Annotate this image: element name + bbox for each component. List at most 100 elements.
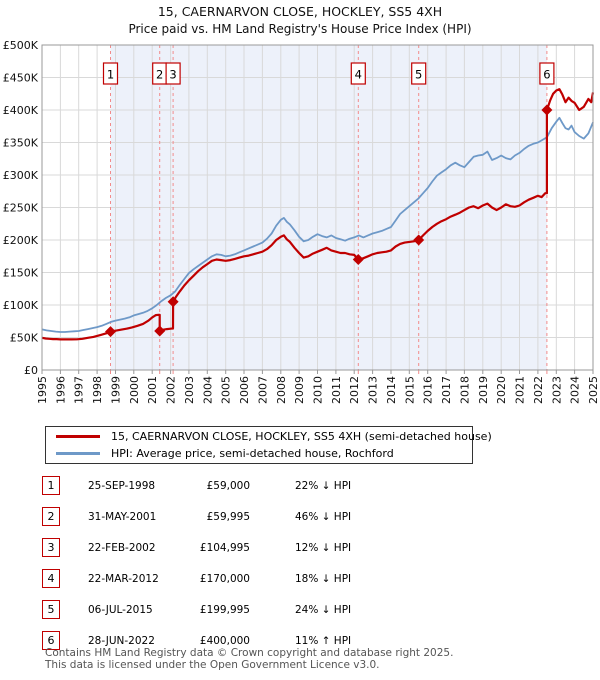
hpi-line [41, 116, 594, 333]
x-axis-label: 2014 [385, 376, 398, 404]
hpi-line-swatch [56, 452, 100, 455]
sale-number-badge: 5 [42, 600, 60, 619]
footer-line-2: This data is licensed under the Open Gov… [45, 659, 380, 672]
legend-label-hpi: HPI: Average price, semi-detached house,… [111, 447, 394, 460]
x-axis-label: 2003 [183, 376, 196, 404]
table-row: 6 28-JUN-2022 £400,000 11% ↑ HPI [40, 625, 580, 656]
x-axis-label: 2006 [238, 376, 251, 404]
sale-number-label: 2 [156, 68, 163, 82]
sale-number-badge: 4 [42, 569, 60, 588]
sale-number-badge: 3 [42, 538, 60, 557]
legend-item-property: 15, CAERNARVON CLOSE, HOCKLEY, SS5 4XH (… [46, 430, 492, 444]
y-axis-label: £400K [3, 104, 39, 117]
price-history-chart: 1 2 3 4 5 6£0£50K£100K£150K£200K£250K£300K£35… [3, 39, 600, 404]
table-row: 5 06-JUL-2015 £199,995 24% ↓ HPI [40, 594, 580, 625]
x-axis-label: 1997 [73, 376, 86, 404]
sale-date: 28-JUN-2022 [88, 634, 155, 647]
sale-date: 22-MAR-2012 [88, 572, 159, 585]
footer-line-1: Contains HM Land Registry data © Crown c… [45, 647, 454, 659]
x-axis-label: 2021 [514, 376, 527, 404]
sale-point-marker [154, 325, 166, 337]
x-axis-label: 2008 [275, 376, 288, 404]
y-axis-label: £500K [3, 39, 39, 52]
sale-price: £199,995 [199, 603, 250, 616]
sale-point-marker [167, 296, 179, 308]
x-axis-label: 2016 [422, 376, 435, 404]
y-axis-label: £200K [3, 234, 39, 247]
x-axis-label: 2022 [532, 376, 545, 404]
page-title: 15, CAERNARVON CLOSE, HOCKLEY, SS5 4XH [157, 4, 443, 19]
sale-number-badge [102, 62, 119, 85]
y-axis-label: £250K [3, 202, 39, 215]
sale-point-marker [105, 326, 117, 338]
sale-vs-hpi: 18% ↓ HPI [295, 572, 352, 585]
y-axis-label: £350K [3, 137, 39, 150]
y-axis-label: £0 [24, 364, 38, 377]
x-axis-label: 2000 [128, 376, 141, 404]
x-axis-label: 2011 [330, 376, 343, 404]
sale-date: 31-MAY-2001 [88, 510, 157, 523]
sale-number-badge: 1 [42, 476, 60, 495]
x-axis-label: 1999 [110, 376, 123, 404]
x-axis-label: 2004 [201, 376, 214, 404]
sales-table: 1 25-SEP-1998 £59,000 22% ↓ HPI 2 31-MAY… [40, 470, 580, 656]
y-axis-label: £100K [3, 299, 39, 312]
x-axis-label: 2025 [587, 376, 600, 404]
x-axis-label: 2012 [348, 376, 361, 404]
sale-date: 22-FEB-2002 [88, 541, 156, 554]
x-axis-label: 2020 [495, 376, 508, 404]
sale-vs-hpi: 12% ↓ HPI [295, 541, 352, 554]
sale-number-label: 3 [169, 68, 176, 82]
x-axis-label: 2019 [477, 376, 490, 404]
sale-price: £59,995 [206, 510, 250, 523]
sale-point-marker [413, 234, 425, 246]
table-row: 1 25-SEP-1998 £59,000 22% ↓ HPI [40, 470, 580, 501]
sale-number-badge [539, 62, 555, 85]
sale-date: 25-SEP-1998 [88, 479, 156, 492]
y-axis-label: £50K [10, 332, 39, 345]
table-row: 3 22-FEB-2002 £104,995 12% ↓ HPI [40, 532, 580, 563]
x-axis-label: 2002 [165, 376, 178, 404]
legend-item-hpi: HPI: Average price, semi-detached house,… [46, 447, 472, 461]
sale-vs-hpi: 11% ↑ HPI [295, 634, 352, 647]
x-axis-label: 2024 [569, 376, 582, 404]
sale-vs-hpi: 22% ↓ HPI [295, 479, 352, 492]
sale-point-marker [541, 104, 553, 116]
sale-number-label: 5 [415, 68, 422, 82]
x-axis-label: 2018 [458, 376, 471, 404]
license-footer: Contains HM Land Registry data © Crown c… [45, 647, 453, 671]
sale-price: £59,000 [206, 479, 250, 492]
sale-vs-hpi: 46% ↓ HPI [295, 510, 352, 523]
x-axis-label: 2005 [220, 376, 233, 404]
sale-vs-hpi: 24% ↓ HPI [295, 603, 352, 616]
sale-number-badge [165, 62, 181, 85]
sale-date: 06-JUL-2015 [88, 603, 153, 616]
sale-number-label: 4 [355, 68, 362, 82]
x-axis-label: 2023 [550, 376, 563, 404]
sale-number-badge [411, 62, 427, 85]
x-axis-label: 1996 [54, 376, 67, 404]
chart-legend: 15, CAERNARVON CLOSE, HOCKLEY, SS5 4XH (… [45, 426, 492, 464]
legend-label-property: 15, CAERNARVON CLOSE, HOCKLEY, SS5 4XH (… [111, 430, 492, 443]
sale-point-marker [352, 254, 364, 265]
sale-price: £104,995 [199, 541, 250, 554]
x-axis-label: 2017 [440, 376, 453, 404]
sale-price: £170,000 [199, 572, 250, 585]
x-axis-label: 2015 [403, 376, 416, 404]
sale-number-badge: 2 [42, 507, 60, 526]
property-price-line [41, 88, 595, 341]
page-subtitle: Price paid vs. HM Land Registry's House … [128, 22, 472, 36]
sale-number-label: 6 [543, 68, 550, 82]
y-axis-label: £150K [3, 267, 39, 280]
x-axis-label: 2009 [293, 376, 306, 404]
sale-number-badge: 6 [42, 631, 60, 650]
y-axis-label: £450K [3, 72, 39, 85]
y-axis-label: £300K [3, 169, 39, 182]
sale-number-label: 1 [107, 68, 114, 82]
x-axis-label: 2013 [367, 376, 380, 404]
x-axis-label: 2007 [256, 376, 269, 404]
x-axis-label: 2001 [146, 376, 159, 404]
x-axis-label: 1995 [36, 376, 49, 404]
table-row: 2 31-MAY-2001 £59,995 46% ↓ HPI [40, 501, 580, 532]
